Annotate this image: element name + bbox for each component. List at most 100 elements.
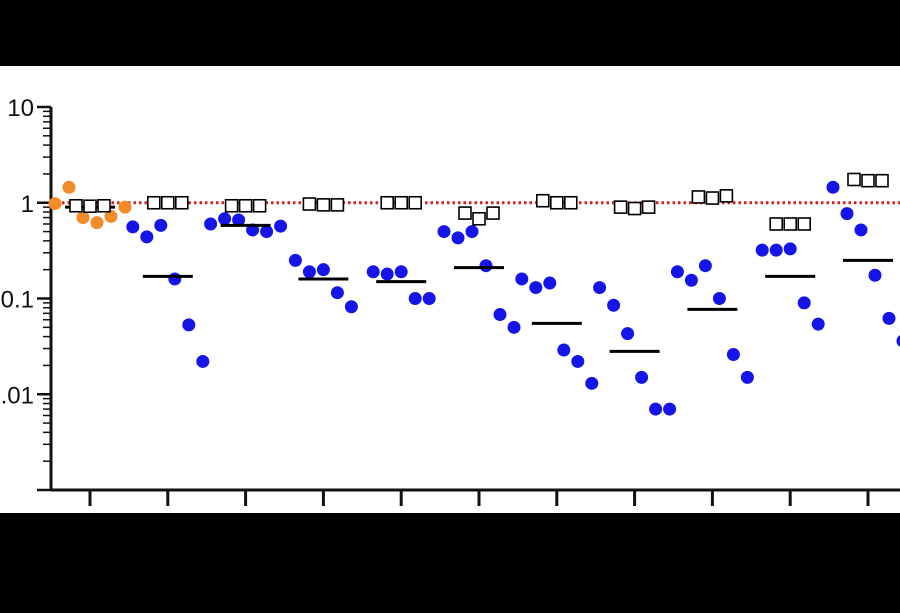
data-point (529, 281, 543, 295)
square-marker (549, 195, 564, 210)
data-point (698, 259, 712, 273)
data-point (62, 180, 76, 194)
data-point (316, 263, 330, 277)
data-point (232, 213, 246, 227)
square-marker (861, 173, 875, 188)
data-point (712, 292, 726, 305)
square-marker (472, 211, 486, 226)
data-point (635, 370, 649, 384)
data-point (140, 230, 154, 244)
y-tick-label: 10 (7, 95, 34, 122)
square-marker (797, 217, 812, 231)
data-point (437, 225, 451, 239)
data-point (118, 200, 132, 214)
data-point (557, 343, 571, 357)
y-tick-label: 0.1 (1, 287, 34, 314)
data-point (868, 268, 882, 282)
data-point (196, 354, 210, 368)
data-point (302, 265, 316, 279)
data-point (48, 197, 62, 211)
square-marker (613, 200, 628, 214)
square-marker (875, 173, 889, 188)
square-marker (394, 195, 409, 210)
square-marker (161, 195, 175, 210)
data-point (493, 308, 507, 322)
square-marker (769, 217, 784, 231)
square-marker (535, 193, 550, 208)
square-marker (224, 198, 239, 213)
square-marker (316, 198, 331, 212)
data-point (621, 327, 635, 341)
square-marker (486, 206, 500, 220)
data-point (840, 207, 854, 221)
data-point (394, 265, 408, 279)
square-marker (458, 206, 472, 220)
data-point (479, 259, 493, 273)
data-point (260, 225, 274, 239)
data-point (593, 281, 607, 295)
data-point (465, 225, 479, 239)
data-point (344, 300, 358, 314)
data-point (670, 265, 684, 279)
y-tick-label: 1 (21, 191, 34, 218)
data-point (507, 320, 521, 334)
data-point (288, 253, 302, 267)
data-point (755, 243, 769, 257)
square-marker (147, 195, 161, 210)
square-marker (847, 172, 861, 187)
data-point (740, 370, 754, 384)
data-point (585, 376, 599, 390)
square-marker (627, 201, 642, 216)
data-point (380, 267, 394, 281)
data-point (366, 265, 380, 279)
data-point (218, 212, 232, 226)
data-point (451, 231, 465, 245)
square-marker (380, 195, 395, 210)
square-marker (783, 217, 798, 231)
data-point (649, 402, 663, 416)
data-point (769, 243, 783, 257)
data-point (126, 220, 140, 234)
square-marker (719, 189, 734, 203)
data-point (811, 317, 825, 331)
square-marker (252, 198, 267, 213)
data-point (76, 211, 90, 225)
square-marker (641, 200, 656, 214)
data-point (330, 286, 344, 300)
square-marker (302, 197, 317, 211)
data-point (90, 216, 104, 230)
data-point (543, 276, 557, 290)
data-point (797, 296, 811, 310)
data-point (154, 218, 168, 232)
data-point (896, 335, 900, 347)
data-point (882, 311, 896, 325)
data-point (783, 242, 797, 256)
data-point (854, 223, 868, 237)
square-marker (83, 199, 97, 214)
square-marker (330, 198, 345, 212)
plot-panel: 10 1 0.1 0.01 (0, 66, 900, 513)
data-point (182, 318, 196, 332)
square-marker (563, 195, 578, 210)
data-point (168, 272, 182, 286)
data-point (826, 180, 840, 194)
data-point (726, 348, 740, 362)
square-marker (69, 198, 83, 213)
square-marker (691, 190, 706, 204)
data-point (104, 209, 118, 223)
chart: 10 1 0.1 0.01 (0, 95, 900, 506)
data-point (607, 298, 621, 312)
square-marker (175, 195, 189, 210)
square-marker (705, 191, 720, 205)
data-point (684, 273, 698, 287)
data-point (408, 292, 422, 305)
data-point (515, 272, 529, 286)
square-marker (97, 198, 111, 213)
square-marker (408, 195, 423, 210)
square-marker (238, 198, 253, 213)
data-point (422, 292, 436, 305)
data-point (663, 402, 677, 416)
data-point (204, 217, 218, 231)
y-tick-label: 0.01 (0, 382, 34, 409)
data-point (274, 219, 288, 233)
